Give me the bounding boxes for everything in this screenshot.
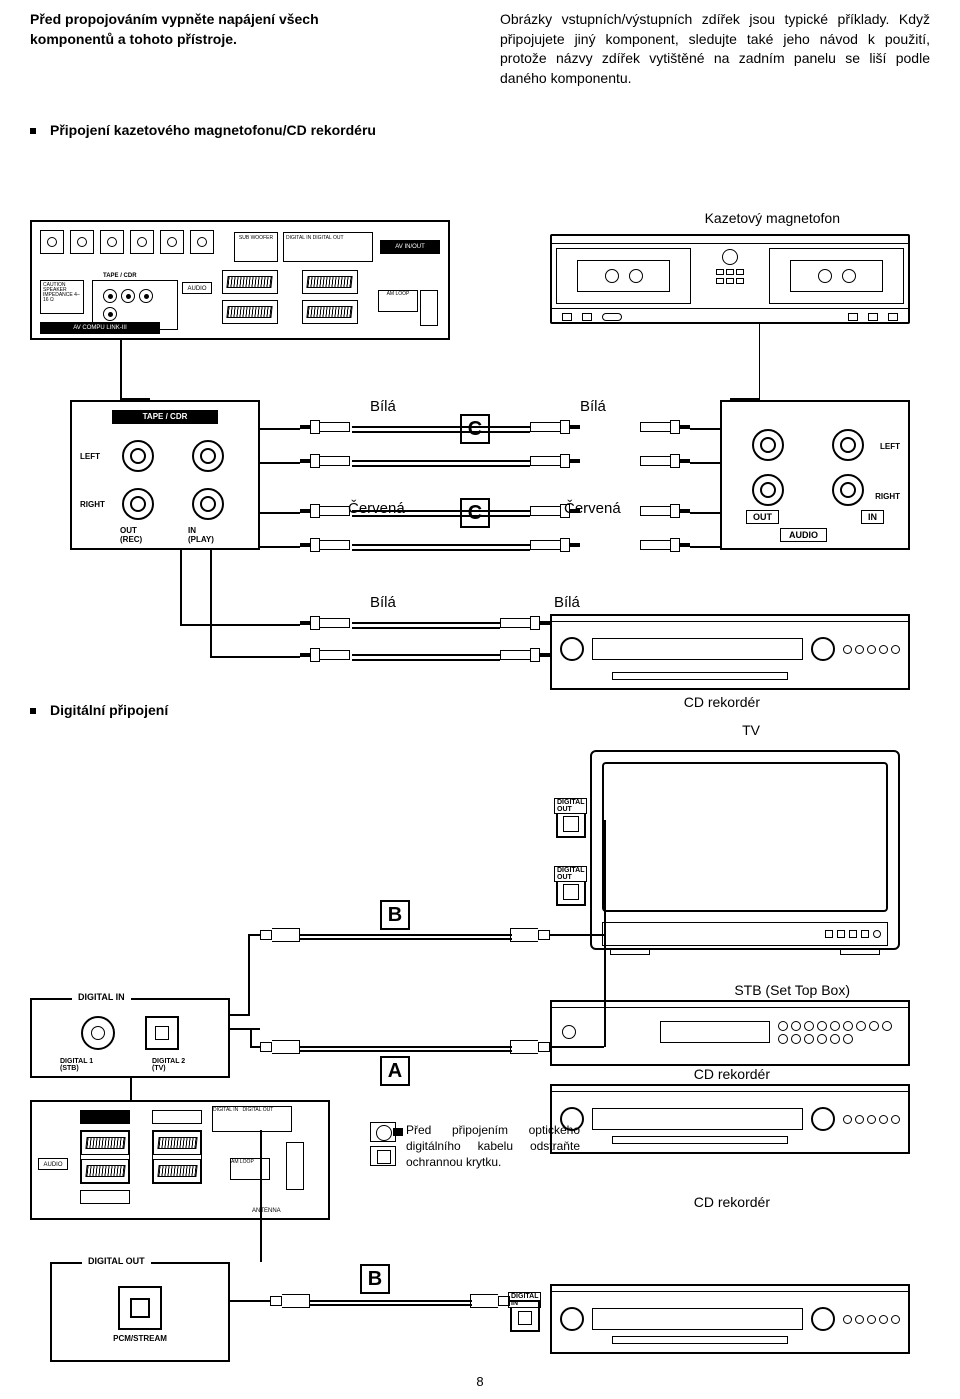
letter-box-c-1: C <box>460 414 490 444</box>
tape-cdr-zoom: TAPE / CDR LEFT RIGHT OUT(REC) IN(PLAY) <box>70 400 260 550</box>
optical-note-text: Před připojením optického digitálního ka… <box>406 1122 580 1171</box>
audio-zoom-audio: AUDIO <box>780 528 827 542</box>
receiver-back-panel-diagram: SUB WOOFER DIGITAL IN DIGITAL OUT AV IN/… <box>30 220 450 340</box>
compu-link-label: AV COMPU LINK-III <box>40 322 160 334</box>
tape-zoom-out: OUT(REC) <box>120 526 142 544</box>
tape-zoom-right-lbl: RIGHT <box>80 500 105 509</box>
top-left-col: Před propojováním vypněte napájení všech… <box>30 10 460 88</box>
tv-label: TV <box>742 722 760 738</box>
tape-zoom-title: TAPE / CDR <box>112 410 218 424</box>
cassette-deck-diagram <box>550 234 910 324</box>
bullet-icon-2 <box>30 708 36 714</box>
tape-zoom-left-lbl: LEFT <box>80 452 100 461</box>
letter-box-b-2: B <box>360 1264 390 1294</box>
audio-zoom-right-lbl: RIGHT <box>875 492 900 501</box>
tape-cdr-lbl: TAPE / CDR <box>101 273 139 279</box>
stb-label: STB (Set Top Box) <box>734 982 850 998</box>
heading-digital-section: Digitální připojení <box>0 688 198 724</box>
audio-zoom-in: IN <box>861 510 884 524</box>
cervena-label-2: Červená <box>564 500 621 517</box>
heading-tape-section: Připojení kazetového magnetofonu/CD reko… <box>0 108 960 144</box>
audio-zoom-left-lbl: LEFT <box>880 442 900 451</box>
audio-tag: AUDIO <box>182 282 212 294</box>
av-inout-label: AV IN/OUT <box>380 240 440 254</box>
cd-recorder-label-1: CD rekordér <box>684 694 760 710</box>
digital-in-port2-lbl: DIGITAL 2(TV) <box>152 1058 185 1072</box>
digital-in-title: DIGITAL IN <box>72 992 131 1002</box>
subwoofer-label: SUB WOOFER <box>234 232 278 262</box>
receiver-fragment-diagram: AUDIO DIGITAL IN DIGITAL OUT AM LOOP ANT… <box>30 1100 330 1220</box>
tv-digital-out-port-2: DIGITAL OUT <box>556 878 586 906</box>
cervena-label-1: Červená <box>348 500 405 517</box>
tv-digital-out-port-1: DIGITAL OUT <box>556 810 586 838</box>
digital-out-sub: PCM/STREAM <box>52 1334 228 1343</box>
cd-recorder-3-diagram <box>550 1284 910 1354</box>
letter-box-b-1: B <box>380 900 410 930</box>
letter-box-a: A <box>380 1056 410 1086</box>
top-right-col: Obrázky vstupních/výstupních zdířek jsou… <box>500 10 930 88</box>
tv-digital-out-lbl-1: DIGITAL OUT <box>554 798 587 814</box>
tv-diagram: DIGITAL OUT DIGITAL OUT <box>590 750 900 980</box>
letter-box-c-2: C <box>460 498 490 528</box>
audio-out-in-zoom: LEFT RIGHT OUT IN AUDIO <box>720 400 910 550</box>
kazet-magnetofon-label: Kazetový magnetofon <box>705 210 840 226</box>
optical-cap-icon <box>370 1122 396 1142</box>
bila-label-4: Bílá <box>554 594 580 611</box>
cd-recorder-1-diagram <box>550 614 910 690</box>
digital-in-port1-lbl: DIGITAL 1(STB) <box>60 1058 93 1072</box>
bullet-icon <box>30 128 36 134</box>
caution-label: CAUTION SPEAKER IMPEDANCE 4–16 Ω <box>40 280 84 314</box>
cd-digital-in-port: DIGITAL IN <box>510 1304 540 1332</box>
top-right-text: Obrázky vstupních/výstupních zdířek jsou… <box>500 11 930 86</box>
digital-strip: DIGITAL IN DIGITAL OUT <box>283 232 373 262</box>
heading-tape: Připojení kazetového magnetofonu/CD reko… <box>50 122 376 138</box>
optical-port-icon <box>370 1146 396 1166</box>
digital-out-title: DIGITAL OUT <box>82 1256 151 1266</box>
tape-zoom-in: IN(PLAY) <box>188 526 214 544</box>
bila-label-1: Bílá <box>370 398 396 415</box>
digital-out-zoom: DIGITAL OUT PCM/STREAM <box>50 1262 230 1362</box>
top-left-line1: Před propojováním vypněte napájení všech <box>30 11 319 27</box>
bila-label-2: Bílá <box>580 398 606 415</box>
audio-zoom-out: OUT <box>746 510 779 524</box>
page-number: 8 <box>476 1374 483 1389</box>
frag-audio-tag: AUDIO <box>38 1158 68 1170</box>
digital-in-zoom: DIGITAL IN DIGITAL 1(STB) DIGITAL 2(TV) <box>30 998 230 1078</box>
cd-recorder-label-2: CD rekordér <box>694 1066 770 1082</box>
cd-recorder-2-diagram <box>550 1084 910 1154</box>
tv-digital-out-lbl-2: DIGITAL OUT <box>554 866 587 882</box>
heading-digital: Digitální připojení <box>50 702 168 718</box>
cd-recorder-label-3: CD rekordér <box>694 1194 770 1210</box>
bila-label-3: Bílá <box>370 594 396 611</box>
top-left-line2: komponentů a tohoto přístroje. <box>30 31 237 47</box>
optical-cable-note: Před připojením optického digitálního ka… <box>370 1122 580 1171</box>
top-paragraph-columns: Před propojováním vypněte napájení všech… <box>0 0 960 108</box>
